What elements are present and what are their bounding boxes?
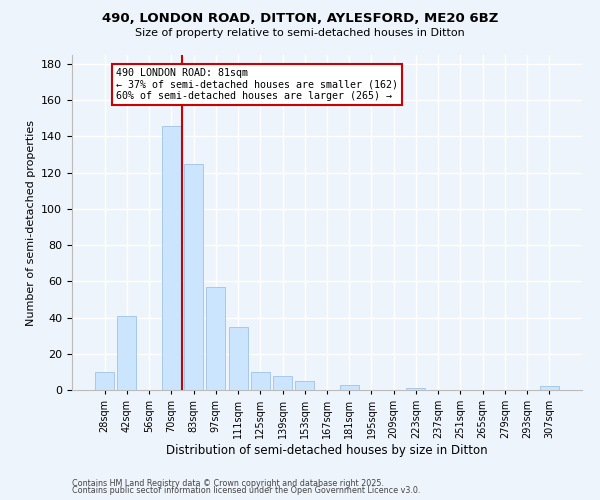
Bar xyxy=(229,326,248,390)
Bar xyxy=(162,126,181,390)
Text: 490 LONDON ROAD: 81sqm
← 37% of semi-detached houses are smaller (162)
60% of se: 490 LONDON ROAD: 81sqm ← 37% of semi-det… xyxy=(116,68,398,101)
Text: Contains public sector information licensed under the Open Government Licence v3: Contains public sector information licen… xyxy=(72,486,421,495)
Text: 490, LONDON ROAD, DITTON, AYLESFORD, ME20 6BZ: 490, LONDON ROAD, DITTON, AYLESFORD, ME2… xyxy=(102,12,498,26)
Bar xyxy=(184,164,203,390)
Text: Size of property relative to semi-detached houses in Ditton: Size of property relative to semi-detach… xyxy=(135,28,465,38)
Bar xyxy=(273,376,292,390)
Bar xyxy=(206,287,225,390)
Bar xyxy=(340,384,359,390)
Bar xyxy=(540,386,559,390)
Bar xyxy=(251,372,270,390)
Bar xyxy=(118,316,136,390)
Bar xyxy=(295,381,314,390)
X-axis label: Distribution of semi-detached houses by size in Ditton: Distribution of semi-detached houses by … xyxy=(166,444,488,457)
Bar xyxy=(95,372,114,390)
Bar xyxy=(406,388,425,390)
Text: Contains HM Land Registry data © Crown copyright and database right 2025.: Contains HM Land Registry data © Crown c… xyxy=(72,478,384,488)
Y-axis label: Number of semi-detached properties: Number of semi-detached properties xyxy=(26,120,35,326)
